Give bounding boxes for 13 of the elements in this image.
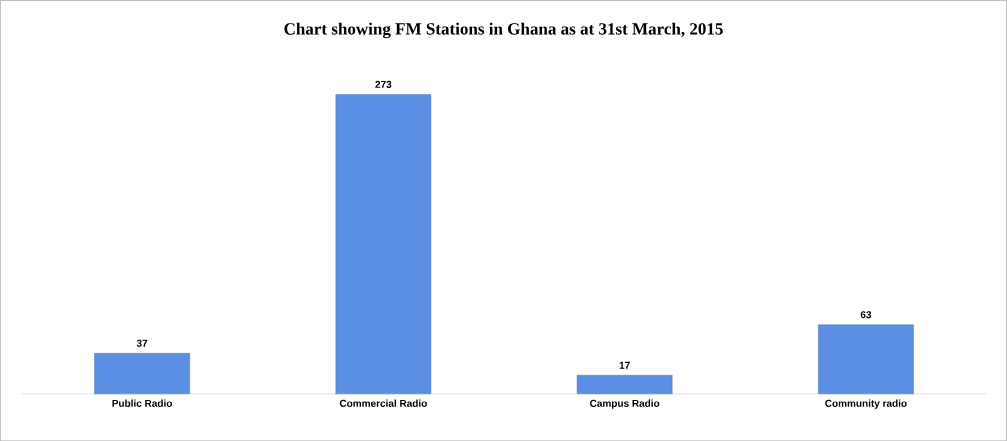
data-label: 63 bbox=[860, 310, 872, 319]
bar bbox=[94, 352, 190, 394]
x-tick-label: Public Radio bbox=[112, 399, 173, 407]
bar bbox=[335, 94, 432, 394]
x-tick-label: Commercial Radio bbox=[339, 399, 427, 407]
data-label: 273 bbox=[375, 80, 392, 88]
chart-title: Chart showing FM Stations in Ghana as at 31st March, 2015 bbox=[284, 22, 723, 39]
x-tick-label: Community radio bbox=[825, 399, 907, 409]
bar bbox=[818, 324, 914, 394]
data-label: 17 bbox=[619, 361, 630, 369]
data-label: 37 bbox=[136, 339, 148, 347]
x-tick-label: Campus Radio bbox=[590, 399, 660, 409]
bar bbox=[576, 374, 673, 394]
